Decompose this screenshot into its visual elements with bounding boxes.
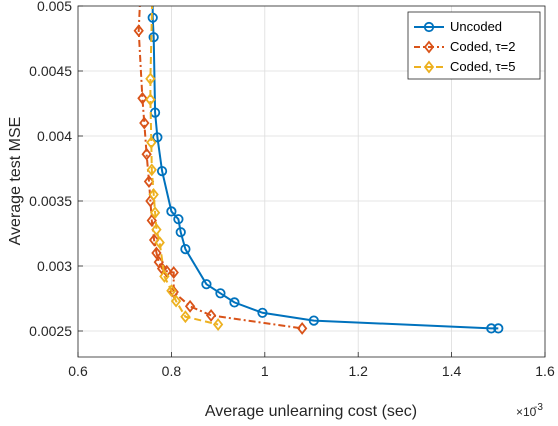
data-point-uncoded <box>180 244 191 255</box>
data-point-uncoded <box>229 297 240 308</box>
legend: Uncoded Coded, τ=2 Coded, τ=5 <box>407 11 541 80</box>
x-axis-label: Average unlearning cost (sec) <box>205 403 417 420</box>
data-point-uncoded <box>173 214 184 225</box>
y-axis-label: Average test MSE <box>7 117 24 246</box>
data-point-coded-tau-5 <box>149 206 161 220</box>
series-coded-tau-5 <box>145 6 224 331</box>
data-point-coded-tau-2 <box>148 233 160 247</box>
data-point-coded-tau-5 <box>151 223 162 237</box>
data-point-uncoded <box>166 206 177 217</box>
data-point-uncoded <box>156 166 168 177</box>
data-point-coded-tau-5 <box>170 294 182 308</box>
data-point-uncoded <box>486 323 497 334</box>
legend-label-uncoded: Uncoded <box>450 19 502 34</box>
data-point-coded-tau-2 <box>297 321 308 335</box>
series-coded-tau-2 <box>133 6 308 335</box>
x-tick-label: 1.6 <box>535 363 555 379</box>
x-tick-label: 1.2 <box>348 363 368 379</box>
y-tick-label: 0.0035 <box>29 193 72 209</box>
series-line-coded-tau-5 <box>149 6 219 326</box>
data-point-coded-tau-5 <box>159 269 170 283</box>
y-tick-label: 0.005 <box>37 0 72 14</box>
legend-marker-coded-tau-2 <box>423 40 435 54</box>
data-point-coded-tau-2 <box>137 91 148 105</box>
x-exponent-base: ×10 <box>516 405 537 419</box>
data-point-coded-tau-2 <box>133 24 144 38</box>
data-point-uncoded <box>308 315 319 326</box>
data-point-coded-tau-2 <box>168 266 179 279</box>
legend-label-coded-tau-5: Coded, τ=5 <box>450 59 516 74</box>
data-point-coded-tau-2 <box>205 308 217 322</box>
data-point-uncoded <box>493 323 504 334</box>
data-point-coded-tau-5 <box>180 310 191 324</box>
plot-frame <box>77 5 546 358</box>
data-point-uncoded <box>152 132 163 143</box>
y-tick-label: 0.0045 <box>29 63 72 79</box>
series-uncoded <box>147 6 504 334</box>
y-tick-label: 0.0025 <box>29 323 72 339</box>
data-point-uncoded <box>175 227 186 238</box>
series-layer <box>133 6 504 335</box>
x-tick-label: 1.4 <box>442 363 462 379</box>
data-point-coded-tau-5 <box>145 93 156 107</box>
legend-marker-uncoded <box>423 21 435 33</box>
axis-ticks: 0.6 0.8 1 1.2 1.4 1.6 0.0025 0.003 0.0035 0.004 0.… <box>29 0 555 379</box>
y-tick-label: 0.003 <box>37 258 72 274</box>
data-point-uncoded <box>257 307 268 318</box>
y-tick-label: 0.004 <box>37 128 72 144</box>
data-point-coded-tau-5 <box>146 136 157 149</box>
data-point-coded-tau-2 <box>146 214 157 227</box>
legend-marker-coded-tau-5 <box>423 60 435 74</box>
data-point-coded-tau-5 <box>154 236 165 250</box>
x-tick-label: 0.6 <box>68 363 88 379</box>
data-point-coded-tau-2 <box>139 116 150 130</box>
legend-entry-coded-tau-2: Coded, τ=2 <box>414 39 516 54</box>
data-point-uncoded <box>148 32 159 43</box>
data-point-uncoded <box>215 288 226 299</box>
data-point-uncoded <box>201 279 212 290</box>
series-line-uncoded <box>151 6 499 330</box>
x-exponent-power: -3 <box>534 402 543 413</box>
legend-label-coded-tau-2: Coded, τ=2 <box>450 39 516 54</box>
data-point-coded-tau-2 <box>151 246 162 260</box>
data-point-coded-tau-5 <box>212 318 224 331</box>
data-point-coded-tau-5 <box>166 284 177 298</box>
data-point-coded-tau-2 <box>141 147 152 161</box>
x-axis-exponent: ×10 -3 <box>516 402 543 419</box>
legend-entry-coded-tau-5: Coded, τ=5 <box>414 59 516 74</box>
data-point-coded-tau-2 <box>184 299 196 313</box>
legend-entry-uncoded: Uncoded <box>414 19 502 34</box>
x-tick-label: 1 <box>261 363 269 379</box>
data-point-coded-tau-5 <box>145 72 156 86</box>
data-point-coded-tau-5 <box>148 188 159 201</box>
x-tick-label: 0.8 <box>162 363 182 379</box>
data-point-coded-tau-5 <box>146 163 157 177</box>
